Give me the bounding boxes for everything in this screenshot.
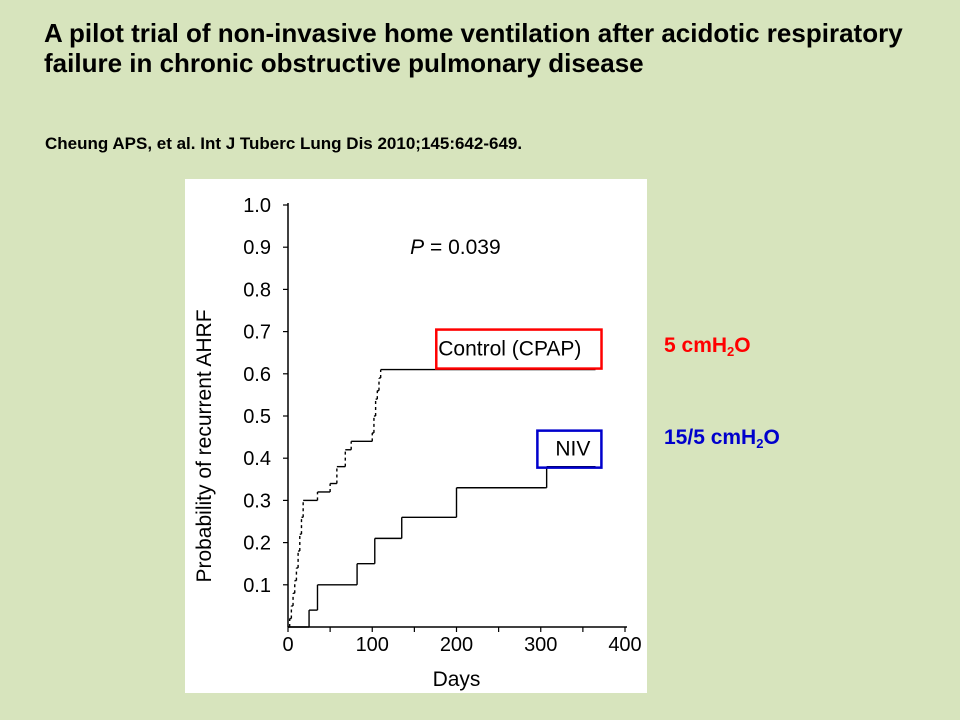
niv-pressure-prefix: 15/5 cmH [664, 426, 757, 449]
x-tick-label: 0 [282, 634, 293, 656]
x-tick-label: 400 [608, 634, 641, 656]
x-tick-label: 100 [356, 634, 389, 656]
niv-pressure-annotation: 15/5 cmH2O [664, 426, 780, 450]
niv-highlight-box [536, 429, 603, 469]
p-value-text: = 0.039 [424, 236, 500, 259]
chart-series [288, 368, 596, 628]
control-series-label: Control (CPAP) [438, 338, 581, 361]
slide-title: A pilot trial of non-invasive home venti… [44, 18, 903, 78]
control-pressure-annotation: 5 cmH2O [664, 334, 751, 358]
km-chart-panel: 0.1 0.2 0.3 0.4 0.5 0.6 0.7 0.8 0.9 1.0 0 100 200 300… [185, 179, 647, 693]
citation: Cheung APS, et al. Int J Tuberc Lung Dis… [45, 134, 523, 153]
chart-labels: Days Probability of recurrent AHRF P = 0.0… [193, 236, 603, 691]
y-tick-label: 0.8 [243, 279, 271, 301]
chart-axes [287, 203, 627, 628]
control-pressure-subscript: 2 [727, 344, 735, 359]
y-tick-label: 0.2 [243, 533, 271, 555]
x-axis-title: Days [433, 668, 481, 691]
y-tick-label: 0.6 [243, 364, 271, 386]
y-tick-label: 1.0 [243, 195, 271, 217]
y-tick-label: 0.7 [243, 322, 271, 344]
control-pressure-prefix: 5 cmH [664, 334, 728, 357]
y-tick-label: 0.3 [243, 490, 271, 512]
y-tick-label: 0.9 [243, 237, 271, 259]
niv-pressure-suffix: O [763, 426, 780, 449]
y-axis-title: Probability of recurrent AHRF [193, 309, 216, 582]
niv-series-label: NIV [555, 438, 590, 461]
y-tick-label: 0.4 [243, 448, 271, 470]
control-pressure-suffix: O [734, 334, 751, 357]
control-highlight-box [435, 328, 603, 370]
x-tick-label: 200 [440, 634, 473, 656]
y-tick-label: 0.5 [243, 406, 271, 428]
x-tick-label: 300 [524, 634, 557, 656]
km-chart: 0.1 0.2 0.3 0.4 0.5 0.6 0.7 0.8 0.9 1.0 0 100 200 300… [193, 195, 642, 691]
p-value-annotation: P = 0.039 [410, 236, 501, 259]
y-tick-label: 0.1 [243, 575, 271, 597]
niv-pressure-subscript: 2 [756, 436, 764, 451]
chart-ticks: 0.1 0.2 0.3 0.4 0.5 0.6 0.7 0.8 0.9 1.0 0 100 200 300… [243, 195, 642, 656]
p-value-symbol: P [410, 236, 424, 259]
